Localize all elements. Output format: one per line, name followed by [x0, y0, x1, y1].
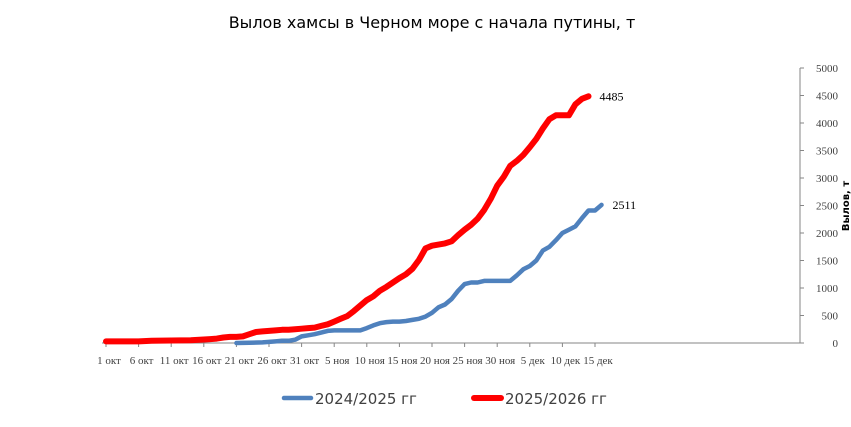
x-tick-label: 5 дек: [521, 355, 546, 367]
x-tick-label: 30 ноя: [485, 355, 515, 367]
chart-title: Вылов хамсы в Черном море с начала путин…: [229, 13, 636, 32]
legend-label: 2025/2026 гг: [505, 390, 607, 408]
x-tick-label: 15 дек: [583, 355, 613, 367]
y-tick-label: 2500: [816, 201, 839, 213]
legend-item-2: 2025/2026 гг: [471, 390, 607, 408]
y-tick-label: 2000: [816, 228, 839, 240]
y-axis-title: Вылов, т: [841, 181, 851, 231]
y-tick-label: 5000: [816, 63, 839, 75]
legend-item-1: 2024/2025 гг: [281, 390, 417, 408]
y-tick-label: 3000: [816, 173, 839, 185]
y-tick-label: 0: [833, 338, 839, 350]
x-tick-label: 10 дек: [551, 355, 581, 367]
y-tick-label: 500: [822, 311, 839, 323]
series-end-label-2: 4485: [599, 89, 623, 103]
y-tick-label: 4500: [816, 91, 839, 103]
x-tick-label: 10 ноя: [355, 355, 385, 367]
x-tick-label: 16 окт: [192, 355, 221, 367]
y-tick-label: 3500: [816, 146, 839, 158]
legend-label: 2024/2025 гг: [315, 390, 417, 408]
y-tick-label: 1000: [816, 283, 839, 295]
y-tick-label: 1500: [816, 256, 839, 268]
series-end-label-1: 2511: [613, 198, 637, 212]
x-axis: 1 окт 6 окт 11 окт 16 окт 21 окт 26 окт 31 окт…: [97, 342, 800, 367]
x-tick-label: 31 окт: [290, 355, 319, 367]
y-tick-label: 4000: [816, 118, 839, 130]
x-tick-label: 20 ноя: [420, 355, 450, 367]
x-tick-label: 11 окт: [160, 355, 189, 367]
series-line-2: [103, 93, 592, 345]
series-layer: 2511 4485: [103, 89, 637, 346]
x-tick-label: 26 окт: [257, 355, 286, 367]
y-axis: 0 500 1000 1500 2000 2500 3000 3500 4000 4500 5000: [799, 63, 839, 350]
series-line-1: [234, 202, 604, 346]
x-tick-label: 21 окт: [225, 355, 254, 367]
x-tick-label: 5 ноя: [325, 355, 350, 367]
x-tick-label: 1 окт: [97, 355, 121, 367]
x-tick-label: 6 окт: [130, 355, 154, 367]
x-tick-label: 15 ноя: [387, 355, 417, 367]
legend: 2024/2025 гг 2025/2026 гг: [281, 390, 607, 408]
x-tick-label: 25 ноя: [453, 355, 483, 367]
